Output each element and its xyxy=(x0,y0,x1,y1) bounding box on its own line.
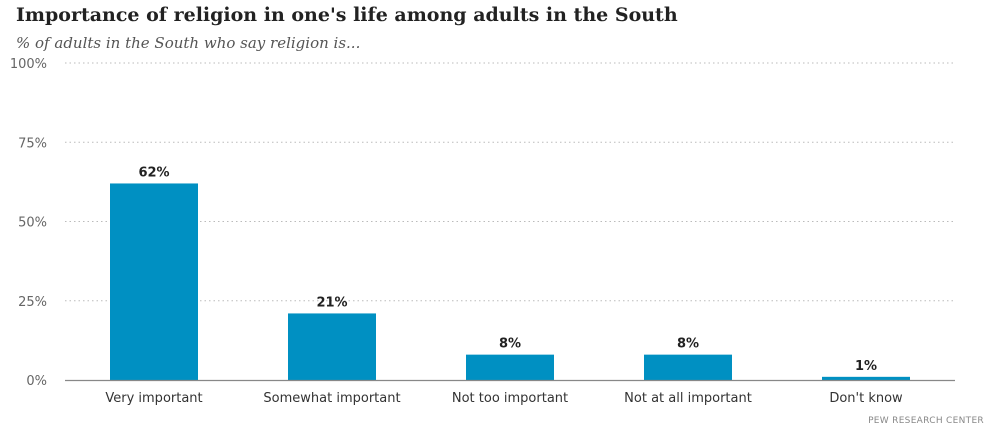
x-tick-label: Somewhat important xyxy=(263,391,400,406)
x-tick-label: Very important xyxy=(105,391,202,406)
y-tick-label: 50% xyxy=(18,216,47,231)
y-tick-label: 100% xyxy=(10,57,47,72)
x-tick-label: Not at all important xyxy=(624,391,752,406)
data-label: 62% xyxy=(138,165,169,180)
bar xyxy=(466,354,554,380)
chart-subtitle: % of adults in the South who say religio… xyxy=(16,34,361,52)
data-label: 8% xyxy=(499,337,521,352)
bar xyxy=(822,376,910,380)
bar xyxy=(288,313,376,380)
y-tick-label: 0% xyxy=(26,374,47,389)
bar xyxy=(110,183,198,380)
y-tick-label: 75% xyxy=(18,136,47,151)
bar xyxy=(644,354,732,380)
y-tick-label: 25% xyxy=(18,295,47,310)
data-label: 8% xyxy=(677,337,699,352)
chart-title: Importance of religion in one's life amo… xyxy=(16,4,678,26)
x-tick-label: Not too important xyxy=(452,391,568,406)
source-label: PEW RESEARCH CENTER xyxy=(868,416,984,426)
data-label: 21% xyxy=(316,295,347,310)
x-tick-label: Don't know xyxy=(829,391,903,406)
data-label: 1% xyxy=(855,359,877,374)
